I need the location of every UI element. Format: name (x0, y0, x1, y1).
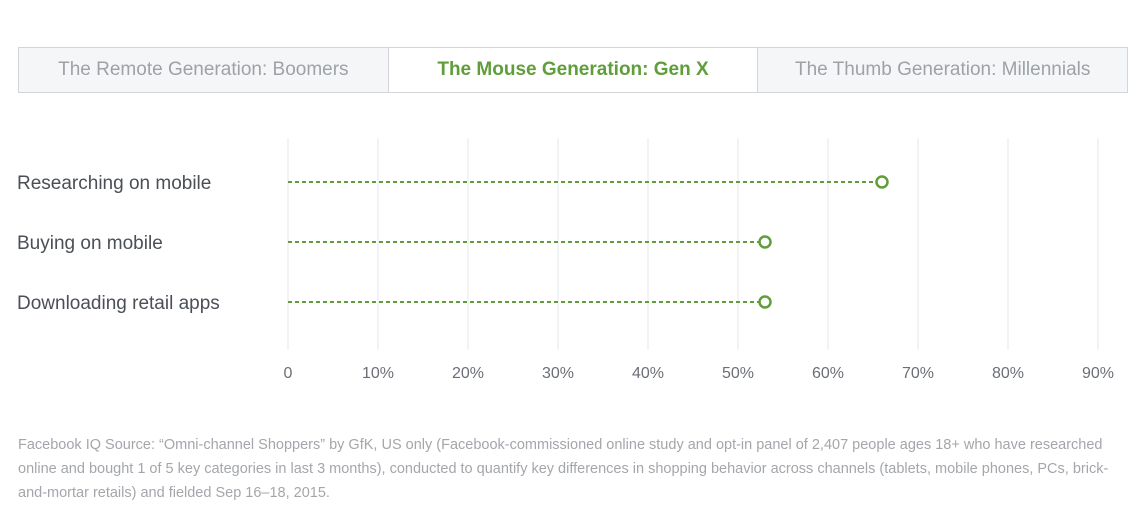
dot-chart: 0 10% 20% 30% 40% 50% 60% 70% 80% 90% Researching … (17, 138, 1114, 382)
x-tick-label: 90% (1082, 365, 1114, 382)
x-tick-label: 40% (632, 365, 664, 382)
tab-millennials[interactable]: The Thumb Generation: Millennials (758, 47, 1129, 93)
data-point (758, 235, 772, 249)
x-tick-label: 60% (812, 365, 844, 382)
x-tick-label: 20% (452, 365, 484, 382)
chart-area: 0 10% 20% 30% 40% 50% 60% 70% 80% 90% Researching … (0, 130, 1138, 390)
generation-tabs: The Remote Generation: Boomers The Mouse… (18, 47, 1129, 93)
data-point (758, 295, 772, 309)
tab-boomers[interactable]: The Remote Generation: Boomers (18, 47, 389, 93)
x-tick-label: 30% (542, 365, 574, 382)
data-point (875, 175, 889, 189)
tab-gen-x[interactable]: The Mouse Generation: Gen X (388, 47, 759, 93)
x-tick-label: 50% (722, 365, 754, 382)
x-tick-label: 80% (992, 365, 1024, 382)
category-label: Buying on mobile (17, 233, 163, 254)
source-footnote: Facebook IQ Source: “Omni-channel Shoppe… (18, 437, 1109, 501)
x-tick-label: 0 (284, 365, 293, 382)
x-tick-label: 10% (362, 365, 394, 382)
category-label: Downloading retail apps (17, 293, 220, 314)
x-tick-label: 70% (902, 365, 934, 382)
category-label: Researching on mobile (17, 173, 211, 194)
